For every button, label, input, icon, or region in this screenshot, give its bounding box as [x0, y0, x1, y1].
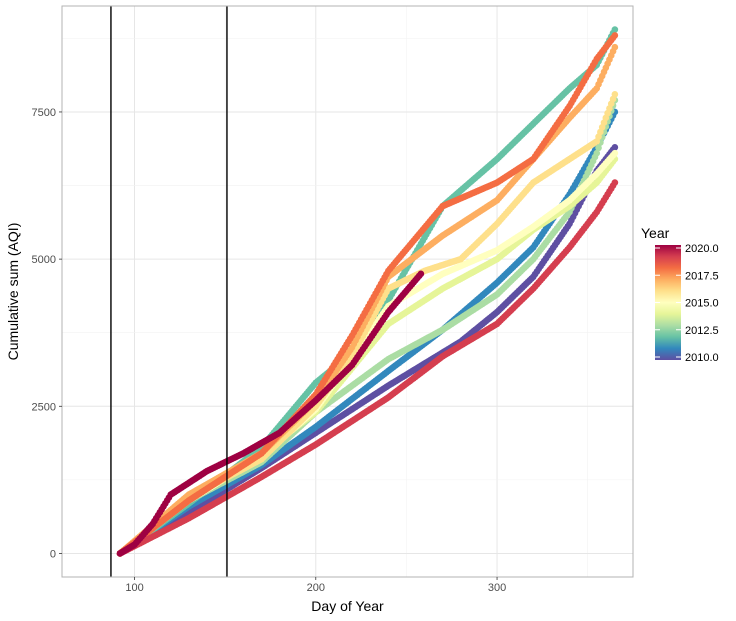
data-point: [611, 32, 619, 39]
data-point: [611, 26, 619, 33]
vertical-reference-lines: [110, 6, 228, 577]
series-2016: [116, 91, 619, 557]
y-axis-ticks: 0 2500 5000 7500: [32, 107, 62, 560]
data-point: [611, 179, 619, 186]
data-point: [595, 144, 602, 152]
x-axis-ticks: 100 200 300: [125, 577, 506, 594]
data-point: [611, 149, 619, 157]
data-point: [611, 143, 619, 151]
plot-panel-border: [61, 5, 634, 578]
y-axis-title: Cumulative sum (AQI): [5, 223, 21, 361]
series-2020: [116, 270, 425, 557]
y-tick-label: 0: [50, 548, 56, 560]
legend-ticks: 2010.0 2012.5 2015.0 2017.5 2020.0: [655, 243, 719, 364]
data-point: [611, 43, 619, 51]
legend-break-label: 2017.5: [685, 270, 719, 282]
data-point: [611, 91, 619, 98]
legend-break-label: 2020.0: [685, 243, 719, 255]
color-legend: Year 2010.0 2012.5 2015.0 2017.5 2020.0: [641, 225, 719, 364]
x-tick-label: 100: [125, 582, 143, 594]
x-tick-label: 300: [488, 582, 506, 594]
data-point: [593, 149, 601, 157]
data-point: [417, 270, 425, 278]
legend-break-label: 2012.5: [685, 325, 719, 337]
legend-title: Year: [641, 225, 670, 241]
x-axis-title: Day of Year: [311, 598, 384, 614]
y-tick-label: 7500: [32, 107, 56, 119]
y-tick-label: 5000: [32, 254, 56, 266]
y-tick-label: 2500: [32, 401, 56, 413]
legend-break-label: 2015.0: [685, 298, 719, 310]
data-points: [116, 26, 619, 557]
x-tick-label: 200: [307, 582, 325, 594]
gridlines: [62, 6, 633, 577]
legend-break-label: 2010.0: [685, 352, 719, 364]
